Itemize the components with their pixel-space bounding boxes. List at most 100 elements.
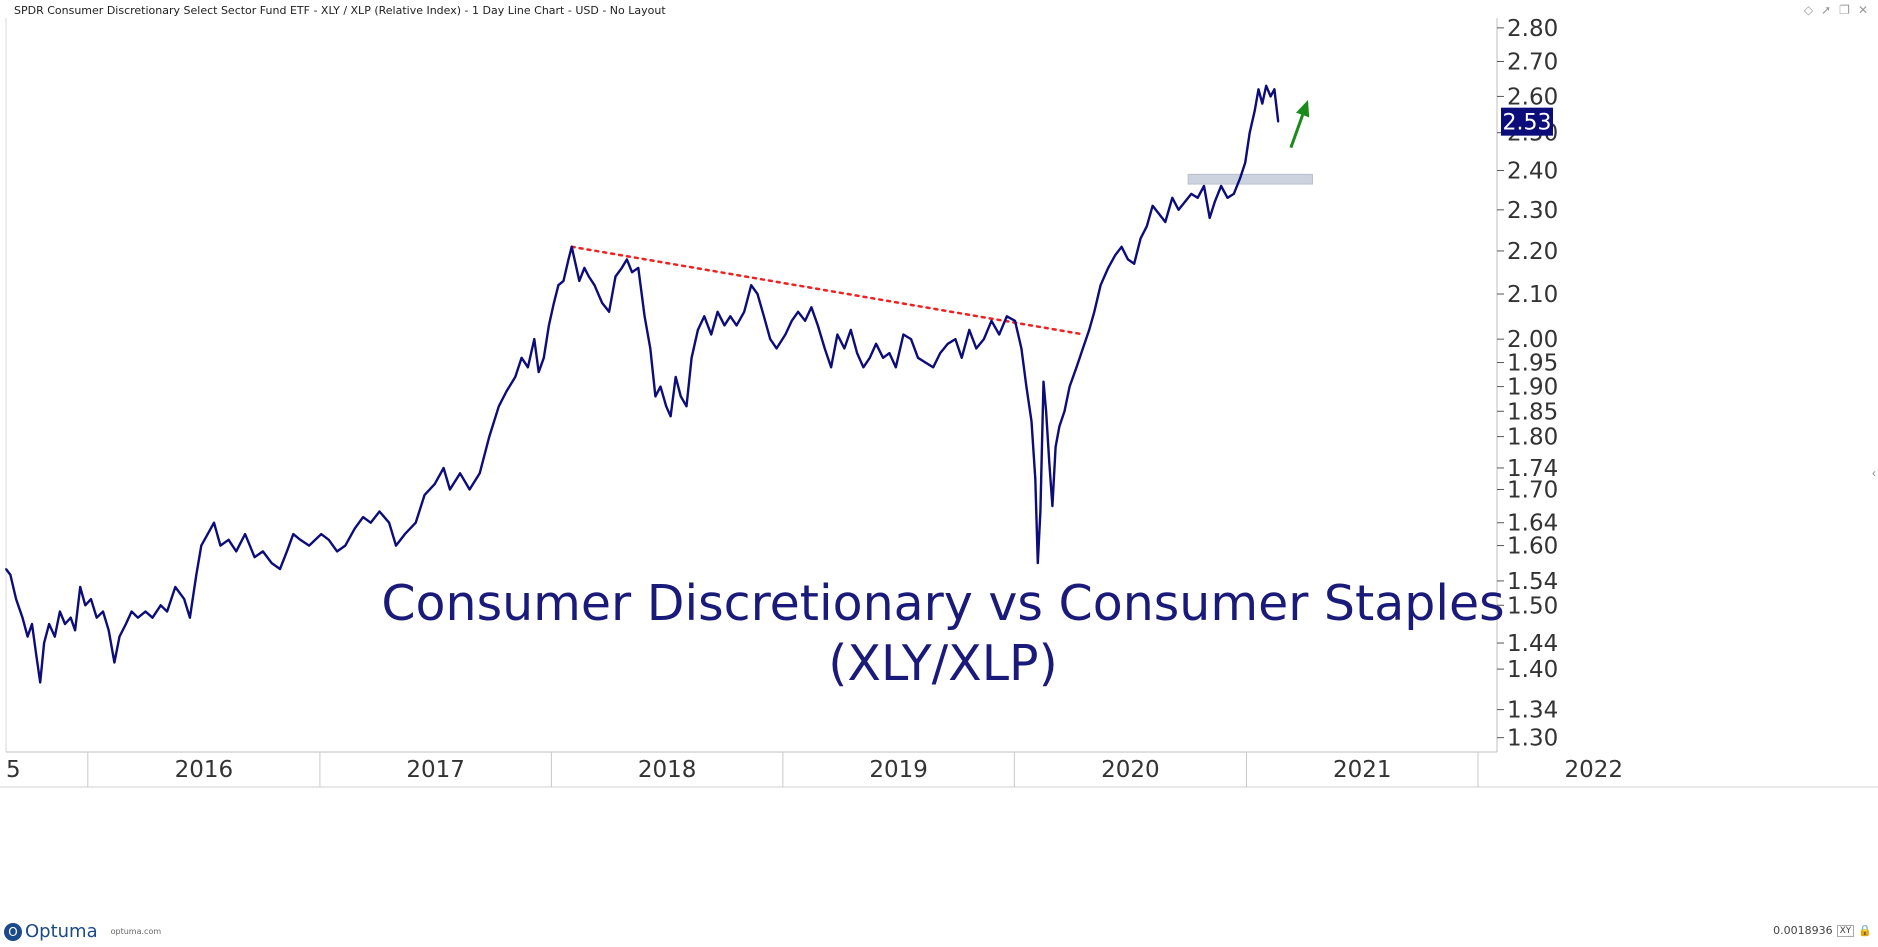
series-point: [21, 616, 24, 619]
series-point: [166, 610, 169, 613]
series-point: [69, 616, 72, 619]
series-point: [404, 533, 406, 535]
series-point: [514, 376, 517, 378]
xy-button[interactable]: XY: [1836, 924, 1855, 937]
series-point: [1203, 185, 1205, 187]
series-point: [200, 544, 203, 547]
series-point: [320, 533, 323, 535]
x-tick-label: 2018: [638, 757, 697, 783]
pin-icon[interactable]: ➚: [1821, 3, 1832, 17]
lock-icon[interactable]: 🔒: [1858, 924, 1872, 937]
series-point: [868, 356, 871, 359]
series-point: [468, 488, 471, 491]
series-point: [1025, 385, 1028, 388]
series-point: [659, 385, 662, 388]
series-point: [195, 574, 198, 576]
x-tick-label: 2021: [1333, 757, 1392, 783]
series-point: [562, 280, 565, 282]
series-point: [1082, 347, 1084, 350]
series-point: [31, 623, 33, 625]
series-point: [797, 310, 799, 313]
series-point: [1107, 267, 1110, 269]
annotation-line-1: Consumer Discretionary vs Consumer Stapl…: [381, 575, 1504, 632]
series-point: [244, 533, 247, 535]
series-point: [299, 538, 302, 541]
y-tick-label: 1.70: [1507, 477, 1558, 503]
footer-logo: O Optuma optuma.com: [4, 921, 161, 942]
series-point: [95, 616, 98, 619]
series-point: [449, 488, 451, 491]
series-point: [998, 333, 1001, 336]
series-point: [1030, 420, 1033, 423]
restore-icon[interactable]: ❐: [1839, 3, 1850, 17]
series-point: [939, 352, 942, 354]
series-point: [107, 629, 110, 632]
series-point: [336, 550, 338, 553]
series-point: [1226, 196, 1229, 199]
series-point: [1014, 319, 1016, 322]
series-point: [113, 661, 116, 664]
series-point: [553, 302, 555, 304]
series-point: [433, 483, 436, 485]
series-point: [804, 319, 806, 322]
series-point: [614, 275, 617, 278]
y-tick-label: 2.40: [1507, 158, 1558, 184]
series-point: [84, 604, 87, 607]
series-point: [763, 315, 765, 318]
series-point: [270, 562, 273, 564]
downtrend-line: [570, 245, 1086, 336]
ratio-series: [5, 84, 1280, 684]
series-point: [729, 315, 732, 318]
series-point: [1269, 95, 1272, 98]
series-point: [548, 324, 550, 327]
series-point: [542, 356, 545, 359]
series-line-0: [5, 84, 1280, 684]
x-tick-label: 2022: [1564, 757, 1623, 783]
y-tick-label: 1.50: [1507, 593, 1558, 619]
series-point: [1075, 366, 1078, 369]
series-point: [1164, 221, 1167, 223]
series-point: [395, 544, 397, 547]
series-point: [1063, 410, 1066, 413]
diamond-icon[interactable]: ◇: [1803, 3, 1814, 17]
series-point: [862, 366, 865, 369]
series-point: [830, 366, 832, 369]
series-point: [9, 574, 12, 576]
collapse-panel-icon[interactable]: ‹: [1872, 466, 1876, 480]
series-point: [423, 494, 426, 496]
series-point: [968, 329, 971, 331]
series-point: [823, 347, 826, 350]
series-point: [685, 405, 688, 408]
series-point: [723, 324, 726, 327]
series-point: [151, 616, 154, 619]
series-point: [620, 267, 623, 269]
series-point: [125, 623, 127, 625]
y-tick-label: 1.60: [1507, 534, 1558, 560]
series-point: [1248, 131, 1251, 134]
series-point: [520, 356, 523, 359]
y-tick-label: 1.80: [1507, 425, 1558, 451]
series-point: [344, 544, 347, 547]
last-price-value: 2.53: [1503, 111, 1552, 136]
series-point: [631, 271, 633, 274]
series-point: [505, 390, 508, 393]
series-point: [183, 598, 186, 600]
series-point: [608, 310, 610, 313]
series-point: [626, 258, 628, 261]
series-point: [253, 556, 256, 559]
series-point: [567, 258, 570, 261]
close-icon[interactable]: ✕: [1857, 3, 1868, 17]
series-point: [1068, 385, 1071, 388]
series-point: [1039, 510, 1042, 513]
annotation-line-2: (XLY/XLP): [828, 635, 1057, 692]
series-point: [849, 329, 852, 331]
series-point: [1042, 380, 1045, 383]
series-point: [810, 306, 813, 309]
series-point: [587, 275, 590, 278]
series-point: [1261, 102, 1264, 105]
series-point: [1127, 258, 1129, 261]
series-point: [286, 550, 288, 553]
y-tick-label: 1.40: [1507, 657, 1558, 683]
series-point: [649, 347, 652, 350]
